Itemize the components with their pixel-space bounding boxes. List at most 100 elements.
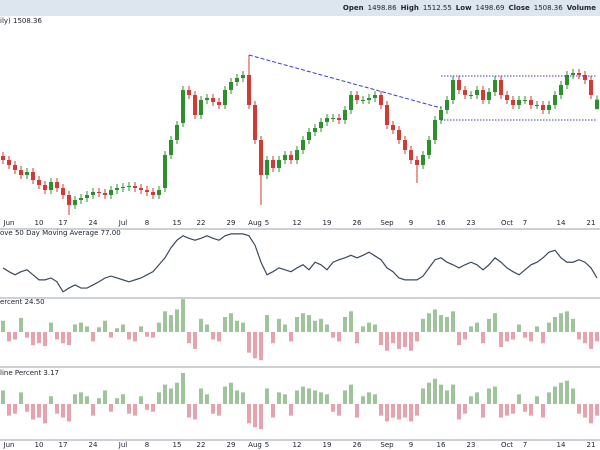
candle-body (217, 102, 221, 105)
candle-body (157, 190, 161, 195)
bar (1, 320, 5, 332)
bar (13, 332, 17, 340)
candle-body (571, 73, 575, 75)
bar (175, 382, 179, 404)
candle-body (343, 110, 347, 120)
x-tick-label: Sep (380, 441, 394, 449)
bar (475, 392, 479, 404)
bar (25, 332, 29, 338)
bar (139, 326, 143, 332)
candle-body (409, 150, 413, 160)
bar (565, 380, 569, 404)
bar (115, 398, 119, 404)
bar (79, 392, 83, 404)
x-tick-label: 16 (437, 441, 446, 449)
bar (97, 327, 101, 332)
bar (187, 332, 191, 344)
bar (109, 404, 113, 412)
candle-body (1, 156, 5, 160)
candle-body (253, 105, 257, 140)
bar (595, 404, 599, 416)
x-tick-label: 23 (467, 441, 476, 449)
candle-body (361, 100, 365, 101)
candle-body (517, 100, 521, 105)
bar (295, 390, 299, 404)
bar (577, 332, 581, 340)
candle-body (121, 187, 125, 188)
bar (151, 332, 155, 338)
candle-body (49, 182, 53, 190)
candle-body (175, 125, 179, 140)
bar (259, 404, 263, 430)
bar (91, 404, 95, 416)
bar (421, 388, 425, 404)
bar (583, 404, 587, 418)
bar (457, 404, 461, 420)
bar (163, 384, 167, 404)
x-tick-label: 7 (523, 441, 527, 449)
candle-body (91, 192, 95, 195)
x-tick-label: 14 (557, 219, 566, 227)
bar (85, 396, 89, 404)
bar (589, 404, 593, 424)
bar (169, 388, 173, 404)
bar (301, 313, 305, 332)
bar (535, 396, 539, 404)
bar (391, 404, 395, 418)
x-tick-label: 26 (353, 219, 362, 227)
trend-line (248, 54, 442, 109)
candle-body (61, 188, 65, 195)
bar (451, 311, 455, 332)
bar (103, 390, 107, 404)
bar (253, 332, 257, 359)
candle-body (367, 98, 371, 100)
candle-body (73, 200, 77, 205)
bar (331, 332, 335, 338)
bar (121, 394, 125, 404)
candle-body (301, 140, 305, 150)
quote-label: Close (508, 4, 530, 12)
x-tick-label: 5 (265, 441, 269, 449)
candle-body (151, 192, 155, 195)
bar (397, 332, 401, 349)
x-tick-label: 24 (89, 219, 98, 227)
bar (493, 313, 497, 332)
bar (223, 386, 227, 404)
candle-body (373, 95, 377, 98)
bar (409, 332, 413, 351)
bar (235, 390, 239, 404)
x-tick-label: 23 (467, 219, 476, 227)
candle-body (451, 80, 455, 100)
x-tick-label: 19 (323, 219, 332, 227)
bar (37, 404, 41, 418)
candle-body (43, 185, 47, 190)
bar (487, 388, 491, 404)
bar (271, 332, 275, 344)
x-tick-label: 8 (145, 441, 149, 449)
bar (133, 332, 137, 342)
bar (367, 392, 371, 404)
bar (295, 316, 299, 332)
bar (163, 311, 167, 332)
candle-body (109, 190, 113, 195)
bar (571, 318, 575, 332)
bar (361, 326, 365, 332)
bar (445, 390, 449, 404)
bar (193, 404, 197, 420)
candle-body (511, 100, 515, 105)
candle-body (13, 165, 17, 170)
bar (541, 404, 545, 418)
bar (361, 396, 365, 404)
bar (157, 392, 161, 404)
bar (301, 386, 305, 404)
bar (469, 326, 473, 332)
bar (67, 332, 71, 346)
candle-body (535, 105, 539, 106)
candle-body (55, 182, 59, 188)
bar (415, 404, 419, 416)
bar (349, 311, 353, 332)
x-tick-label: 17 (59, 219, 68, 227)
bar (247, 332, 251, 353)
candle-body (577, 73, 581, 75)
bar (397, 404, 401, 420)
